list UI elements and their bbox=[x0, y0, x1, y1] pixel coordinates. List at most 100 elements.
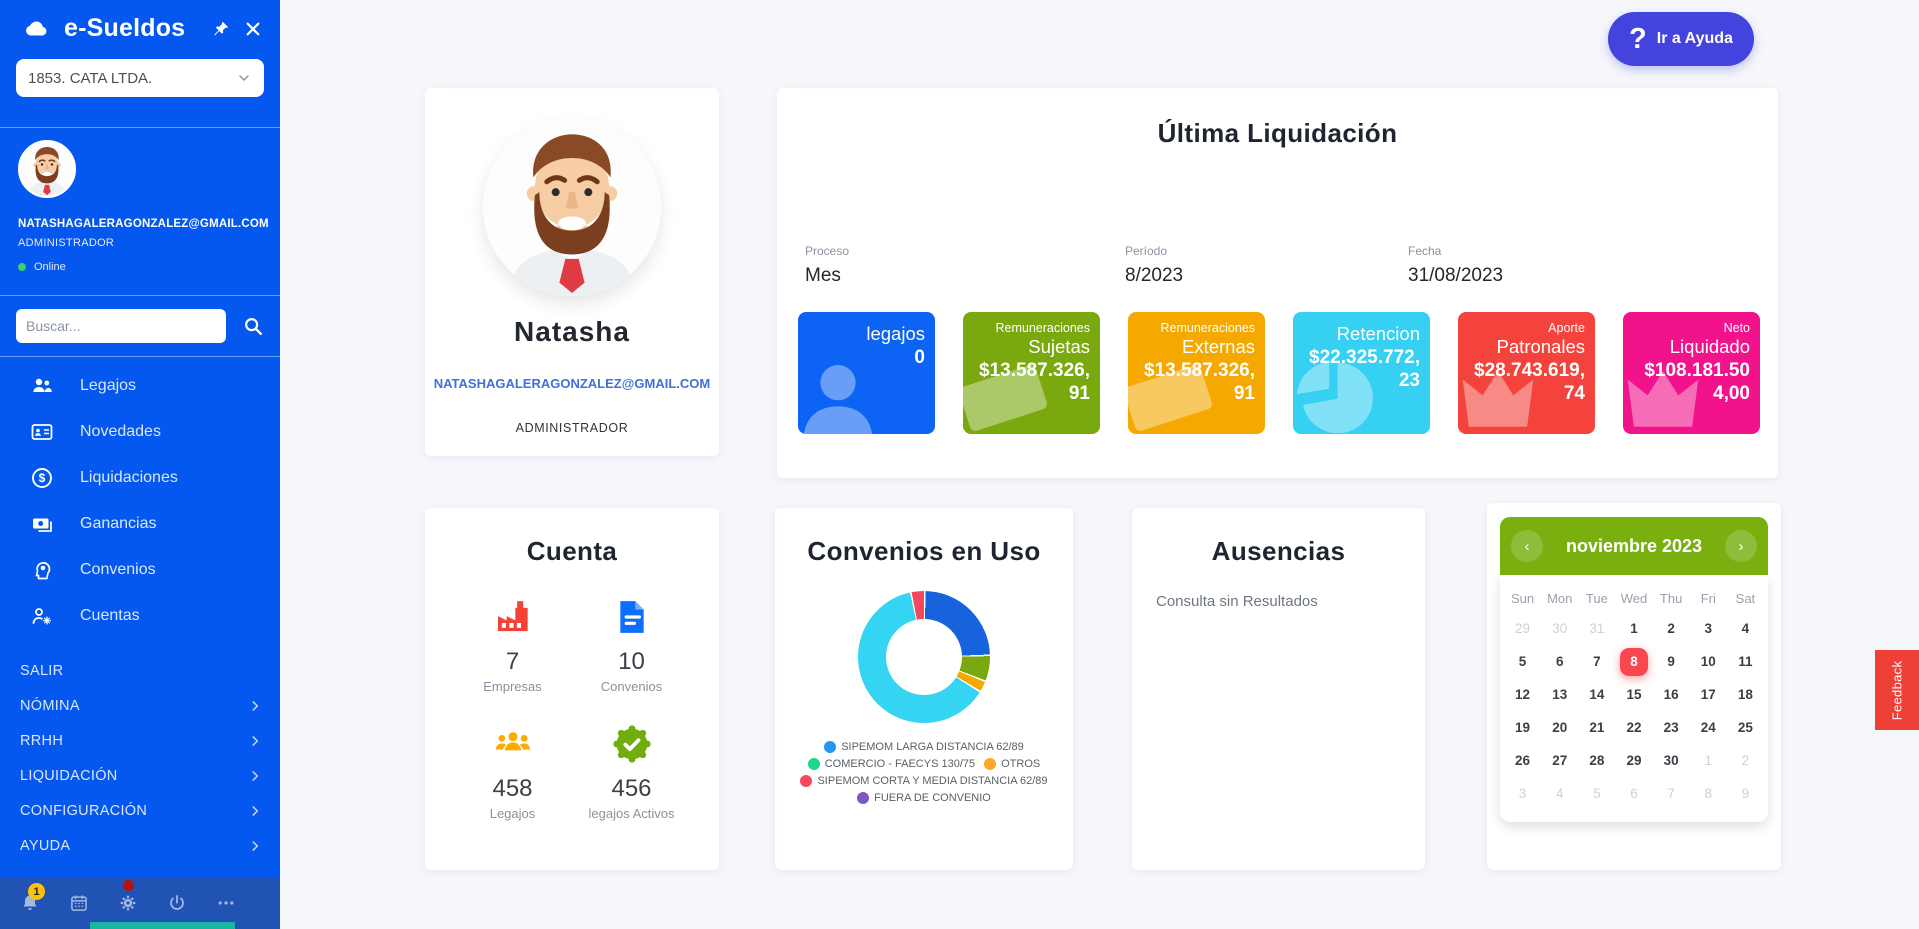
calendar-next-button[interactable]: › bbox=[1724, 530, 1757, 562]
stat-name: Patronales bbox=[1496, 336, 1585, 358]
calendar-day[interactable]: 29 bbox=[1626, 753, 1642, 768]
calendar-day[interactable]: 3 bbox=[1518, 786, 1527, 801]
stat-name: Externas bbox=[1181, 336, 1255, 358]
stat-value: $108.181.504,00 bbox=[1644, 359, 1750, 404]
sidebar-item-label: Cuentas bbox=[80, 607, 140, 624]
search-input[interactable] bbox=[16, 309, 226, 343]
field-label: Fecha bbox=[1408, 244, 1442, 258]
search-icon[interactable] bbox=[242, 315, 264, 337]
cuenta-item-legajos: 458 Legajos bbox=[453, 724, 572, 821]
card-title: Ausencias bbox=[1211, 536, 1346, 566]
stat-card-retencion: Retencion $22.325.772,23 bbox=[1293, 312, 1430, 434]
sidebar-item-novedades[interactable]: Novedades bbox=[0, 409, 280, 455]
legend-item[interactable]: OTROS bbox=[984, 758, 1040, 770]
calendar-day[interactable]: 2 bbox=[1667, 621, 1675, 636]
factory-icon bbox=[493, 597, 533, 637]
calendar-day[interactable]: 14 bbox=[1589, 687, 1605, 702]
calendar-prev-button[interactable]: ‹ bbox=[1511, 530, 1543, 562]
calendar-day[interactable]: 9 bbox=[1741, 786, 1750, 801]
feedback-tab[interactable]: Feedback bbox=[1875, 650, 1919, 730]
ellipsis-icon[interactable] bbox=[216, 893, 236, 913]
calendar-day[interactable]: 13 bbox=[1552, 687, 1568, 702]
calendar-day[interactable]: 7 bbox=[1593, 654, 1601, 669]
calendar-day[interactable]: 2 bbox=[1741, 753, 1750, 768]
pin-icon[interactable] bbox=[212, 20, 230, 38]
calendar-day[interactable]: 8 bbox=[1704, 786, 1713, 801]
calendar-day[interactable]: 30 bbox=[1663, 753, 1679, 768]
sidebar-item-convenios[interactable]: Convenios bbox=[0, 547, 280, 593]
stat-value: $13.587.326,91 bbox=[1144, 359, 1255, 404]
calendar-day[interactable]: 25 bbox=[1737, 720, 1753, 735]
calendar-day[interactable]: 16 bbox=[1663, 687, 1679, 702]
chevron-right-icon bbox=[248, 769, 262, 783]
stat-name: legajos bbox=[866, 323, 925, 344]
calendar-day-selected[interactable]: 8 bbox=[1615, 645, 1652, 678]
field-value: Mes bbox=[805, 265, 841, 286]
calendar-day[interactable]: 9 bbox=[1667, 654, 1675, 669]
card-title: Última Liquidación bbox=[1157, 118, 1398, 148]
calendar-day[interactable]: 24 bbox=[1700, 720, 1716, 735]
sidebar-item-liquidaciones[interactable]: $ Liquidaciones bbox=[0, 455, 280, 501]
calendar-day[interactable]: 28 bbox=[1589, 753, 1605, 768]
calendar-day[interactable]: 19 bbox=[1515, 720, 1531, 735]
calendar-day[interactable]: 23 bbox=[1663, 720, 1679, 735]
gear-icon[interactable] bbox=[118, 880, 138, 913]
calendar-day[interactable]: 7 bbox=[1667, 786, 1675, 801]
calendar-day[interactable]: 6 bbox=[1555, 654, 1564, 669]
calendar-day[interactable]: 4 bbox=[1555, 786, 1564, 801]
legend-item[interactable]: SIPEMOM LARGA DISTANCIA 62/89 bbox=[824, 741, 1024, 753]
calendar-day[interactable]: 30 bbox=[1552, 621, 1568, 636]
sidebar-section-rrhh[interactable]: RRHH bbox=[0, 723, 280, 758]
company-select[interactable]: 1853. CATA LTDA. bbox=[16, 59, 264, 97]
calendar-day[interactable]: 4 bbox=[1741, 621, 1750, 636]
avatar[interactable] bbox=[18, 140, 76, 198]
sidebar-item-salir[interactable]: SALIR bbox=[20, 662, 64, 679]
calendar-day[interactable]: 20 bbox=[1552, 720, 1568, 735]
sidebar-sections: SALIR NÓMINA RRHH LIQUIDACIÓN CONFIGURACIÓN A… bbox=[0, 653, 280, 863]
calendar-day[interactable]: 27 bbox=[1552, 753, 1568, 768]
sidebar-user-block: NATASHAGALERAGONZALEZ@GMAIL.COM ADMINIST… bbox=[0, 128, 280, 273]
calendar-day[interactable]: 3 bbox=[1704, 621, 1713, 636]
liquidacion-field: Período 8/2023 bbox=[1125, 244, 1183, 287]
calendar-day[interactable]: 12 bbox=[1515, 687, 1531, 702]
sidebar-section-configuracion[interactable]: CONFIGURACIÓN bbox=[0, 793, 280, 828]
calendar-day[interactable]: 17 bbox=[1700, 687, 1716, 702]
close-icon[interactable] bbox=[244, 20, 262, 38]
calendar-day[interactable]: 18 bbox=[1737, 687, 1753, 702]
calendar-day[interactable]: 6 bbox=[1630, 786, 1638, 801]
calendar-day[interactable]: 1 bbox=[1630, 621, 1638, 636]
banknote-icon bbox=[30, 512, 54, 536]
divider bbox=[0, 356, 280, 357]
sidebar-section-nomina[interactable]: NÓMINA bbox=[0, 688, 280, 723]
sidebar-item-cuentas[interactable]: Cuentas bbox=[0, 593, 280, 639]
calendar-day[interactable]: 15 bbox=[1626, 687, 1642, 702]
calendar-day[interactable]: 22 bbox=[1626, 720, 1642, 735]
calendar-day[interactable]: 5 bbox=[1593, 786, 1601, 801]
sidebar-item-legajos[interactable]: Legajos bbox=[0, 363, 280, 409]
stat-card-legajos: legajos 0 bbox=[798, 312, 935, 434]
bell-icon[interactable]: 1 bbox=[20, 883, 45, 913]
calendar-icon[interactable] bbox=[69, 893, 89, 913]
profile-email-link[interactable]: NATASHAGALERAGONZALEZ@GMAIL.COM bbox=[433, 376, 711, 391]
sidebar-section-liquidacion[interactable]: LIQUIDACIÓN bbox=[0, 758, 280, 793]
legend-item[interactable]: SIPEMOM CORTA Y MEDIA DISTANCIA 62/89 bbox=[800, 775, 1048, 787]
calendar-day[interactable]: 1 bbox=[1704, 753, 1713, 768]
calendar-day[interactable]: 11 bbox=[1738, 654, 1753, 669]
calendar-day[interactable]: 29 bbox=[1515, 621, 1531, 636]
chevron-right-icon bbox=[248, 839, 262, 853]
help-button[interactable]: ? Ir a Ayuda bbox=[1608, 12, 1754, 66]
calendar-day[interactable]: 21 bbox=[1589, 720, 1605, 735]
cuenta-value: 458 bbox=[492, 775, 533, 802]
sidebar-section-ayuda[interactable]: AYUDA bbox=[0, 828, 280, 863]
profile-name: Natasha bbox=[514, 316, 630, 347]
legend-item[interactable]: COMERCIO - FAECYS 130/75 bbox=[807, 758, 975, 770]
sidebar-item-ganancias[interactable]: Ganancias bbox=[0, 501, 280, 547]
calendar-day[interactable]: 10 bbox=[1700, 654, 1716, 669]
calendar-day[interactable]: 26 bbox=[1515, 753, 1531, 768]
legend-dot-icon bbox=[800, 775, 813, 787]
calendar-day[interactable]: 31 bbox=[1589, 621, 1605, 636]
legend-item[interactable]: FUERA DE CONVENIO bbox=[857, 792, 991, 804]
power-icon[interactable] bbox=[167, 893, 187, 913]
calendar-day[interactable]: 5 bbox=[1518, 654, 1527, 669]
cuenta-label: Legajos bbox=[489, 806, 536, 821]
